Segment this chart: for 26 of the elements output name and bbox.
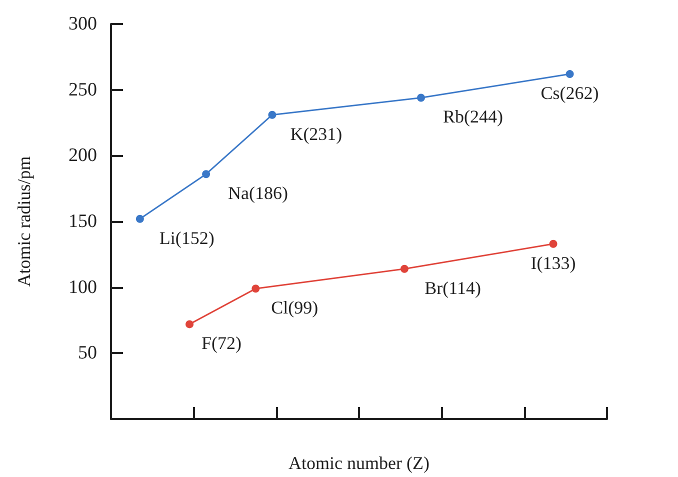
y-axis-title: Atomic radius/pm — [14, 156, 34, 287]
data-label: F(72) — [202, 333, 242, 354]
data-label: Rb(244) — [442, 106, 503, 127]
data-label: K(231) — [290, 124, 342, 144]
y-tick-label: 150 — [68, 211, 97, 232]
data-label: Br(114) — [424, 278, 481, 298]
data-label: Na(186) — [228, 183, 288, 204]
point — [136, 214, 144, 223]
point — [549, 240, 558, 248]
point — [202, 170, 210, 178]
y-tick-label: 300 — [68, 14, 97, 34]
point — [400, 264, 408, 273]
data-label: I(133) — [530, 252, 576, 273]
point — [417, 94, 425, 102]
data-label: Li(152) — [159, 228, 214, 248]
y-tick-label: 200 — [68, 145, 97, 166]
y-tick-label: 100 — [68, 276, 97, 298]
x-axis-title: Atomic number (Z) — [288, 453, 430, 473]
point — [566, 70, 574, 78]
data-label: Cl(99) — [271, 298, 318, 318]
point — [268, 110, 276, 119]
point — [252, 284, 260, 293]
y-tick-label: 50 — [78, 342, 97, 364]
point — [186, 320, 194, 328]
data-label: Cs(262) — [540, 83, 599, 104]
y-tick-label: 250 — [68, 79, 97, 100]
